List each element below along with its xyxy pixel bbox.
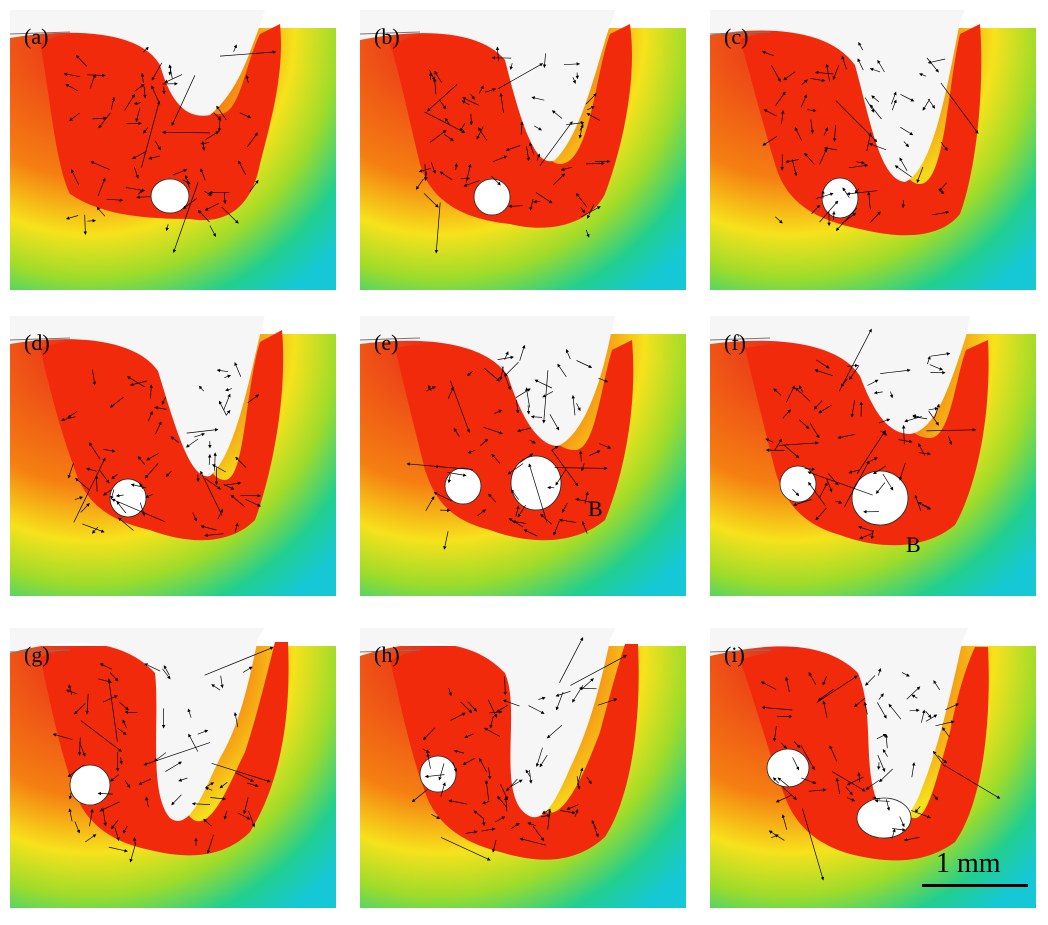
bubble [856, 797, 912, 839]
panel-a: (a) [10, 10, 336, 290]
velocity-vectors [52, 646, 274, 863]
panel-label-d: (d) [24, 330, 50, 355]
bubble [473, 178, 511, 216]
keyhole [10, 10, 265, 116]
keyhole [710, 316, 970, 434]
panel-a-image [10, 10, 336, 290]
panel-d: (d) [10, 316, 336, 596]
molten-pool [40, 330, 284, 541]
molten-pool [390, 24, 632, 228]
velocity-vectors [760, 668, 1001, 881]
velocity-vectors [765, 328, 977, 540]
velocity-vectors [411, 637, 628, 861]
panel-h-image [360, 628, 686, 908]
annotation-b-e: B [588, 496, 603, 521]
panel-label-h: (h) [374, 642, 400, 667]
bubble [821, 177, 859, 219]
panel-label-g: (g) [24, 642, 50, 667]
keyhole [360, 10, 615, 162]
bubble [109, 478, 147, 518]
panel-e-image [360, 316, 686, 596]
scale-bar-label: 1 mm [936, 848, 1001, 879]
keyhole [10, 628, 265, 821]
molten-pool [740, 24, 982, 236]
keyhole [360, 316, 615, 446]
panel-c-image [710, 10, 1036, 290]
bubble [510, 455, 562, 511]
panel-c: (c) [710, 10, 1036, 290]
panel-label-i: (i) [724, 642, 745, 667]
panel-b: (b) [360, 10, 686, 290]
panel-label-c: (c) [724, 24, 749, 49]
panel-i-image [710, 628, 1036, 908]
panel-e: (e) B [360, 316, 686, 596]
keyhole [710, 10, 965, 182]
bubble [150, 178, 190, 214]
panel-d-image [10, 316, 336, 596]
velocity-vectors [406, 344, 612, 550]
annotation-b-f: B [906, 532, 921, 557]
bubble [766, 748, 810, 788]
keyhole [360, 628, 615, 818]
velocity-vectors [63, 44, 277, 253]
panel-g: (g) [10, 628, 336, 908]
velocity-vectors [761, 41, 979, 232]
bubble [851, 470, 909, 526]
velocity-vectors [61, 362, 262, 538]
bubble [779, 465, 817, 503]
scale-bar [922, 884, 1028, 887]
panel-g-image [10, 628, 336, 908]
panel-label-f: (f) [724, 330, 746, 355]
panel-f-image [710, 316, 1036, 596]
panel-label-b: (b) [374, 24, 400, 49]
panel-f: (f) B [710, 316, 1036, 596]
molten-pool [740, 647, 989, 861]
bubble [419, 755, 457, 793]
panel-i: (i) [710, 628, 1036, 908]
bubble [444, 467, 482, 505]
velocity-vectors [415, 46, 611, 254]
panel-b-image [360, 10, 686, 290]
panel-h: (h) [360, 628, 686, 908]
panel-label-e: (e) [374, 330, 399, 355]
molten-pool [40, 24, 281, 221]
panel-label-a: (a) [24, 24, 49, 49]
keyhole [710, 628, 968, 821]
